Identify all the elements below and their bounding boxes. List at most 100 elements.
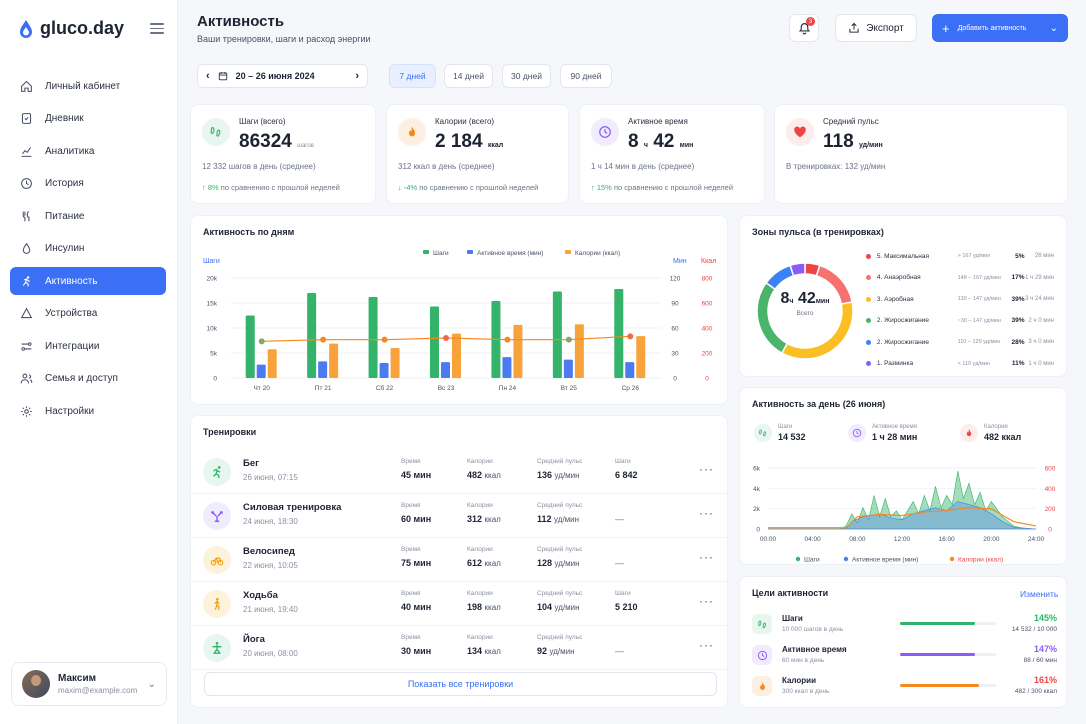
zone-row: 5. Максимальная > 167 уд/мин 5% 26 мин — [866, 246, 1054, 266]
x-tick: Ср 26 — [622, 385, 640, 392]
zone-name: 3. Аэробная — [876, 295, 914, 303]
more-icon[interactable]: ··· — [699, 462, 714, 476]
chevron-down-icon[interactable]: ⌄ — [1049, 22, 1058, 34]
goal-value: 482 / 300 ккал — [1014, 688, 1057, 695]
range-button[interactable]: 30 дней — [502, 64, 551, 88]
sidebar-item-10[interactable]: Настройки — [10, 397, 166, 425]
zone-name: 4. Анаэробная — [876, 274, 921, 281]
activity-icon — [22, 275, 31, 286]
bar-active-time — [563, 359, 573, 378]
x-tick: 08:00 — [849, 536, 866, 543]
bar-calories — [636, 336, 646, 378]
y-tick-mid: 30 — [671, 351, 679, 358]
time-value: 40 мин — [401, 602, 432, 612]
y-tick-left: 2k — [753, 506, 761, 513]
range-button[interactable]: 7 дней — [389, 64, 436, 88]
workout-row[interactable]: Велосипед 22 июня, 10:05 Время 75 мин Кал… — [191, 538, 727, 582]
sidebar-item-2[interactable]: Аналитика — [10, 137, 166, 165]
page-subtitle: Ваши тренировки, шаги и расход энергии — [197, 34, 371, 44]
sidebar-item-8[interactable]: Интеграции — [10, 332, 166, 360]
x-tick: Вс 23 — [438, 385, 455, 392]
page-title: Активность — [197, 13, 285, 30]
col-label: Время — [401, 590, 421, 597]
sidebar-item-1[interactable]: Дневник — [10, 105, 166, 133]
add-activity-button[interactable]: + Добавить активность ⌄ — [932, 14, 1068, 42]
goal-icon-wrap — [752, 645, 772, 665]
more-icon[interactable]: ··· — [699, 506, 714, 520]
sidebar-item-9[interactable]: Семья и доступ — [10, 365, 166, 393]
goal-progress-bar — [900, 684, 996, 687]
stat-label: Средний пульс — [823, 117, 879, 126]
zone-dot — [866, 275, 871, 280]
zone-dot — [866, 339, 871, 345]
more-icon[interactable]: ··· — [699, 638, 714, 652]
workout-row[interactable]: Бег 26 июня, 07:15 Время 45 мин Калории 48… — [191, 450, 727, 494]
show-all-workouts-button[interactable]: Показать все тренировки — [204, 672, 717, 696]
sidebar-item-label: Дневник — [45, 113, 84, 124]
workout-row[interactable]: Ходьба 21 июня, 19:40 Время 40 мин Калори… — [191, 582, 727, 626]
y-tick-left: 5k — [210, 351, 218, 358]
sidebar-item-7[interactable]: Устройства — [10, 300, 166, 328]
sidebar-item-0[interactable]: Личный кабинет — [10, 72, 166, 100]
legend-swatch — [565, 250, 571, 254]
workouts-title: Тренировки — [203, 427, 257, 437]
app-logo[interactable]: gluco.day — [18, 18, 124, 39]
chevron-down-icon[interactable]: ⌄ — [147, 678, 156, 690]
zone-pct: 39% — [1011, 295, 1025, 303]
y-tick-right: 400 — [1045, 486, 1056, 493]
y-tick-left: 4k — [753, 486, 761, 493]
legend-label: Калории (ккал) — [958, 557, 1003, 564]
goals-card: Цели активности Изменить Шаги 10 000 шаг… — [739, 576, 1067, 708]
sidebar-item-5[interactable]: Инсулин — [10, 235, 166, 263]
y-tick-left: 15k — [207, 301, 218, 308]
bar-active-time — [379, 363, 389, 378]
sidebar-item-4[interactable]: Питание — [10, 202, 166, 230]
goal-icon-wrap — [752, 614, 772, 634]
workout-row[interactable]: Силовая тренировка 24 июня, 18:30 Время 6… — [191, 494, 727, 538]
stat-trend-text: по сравнению с прошлой неделей — [613, 183, 734, 192]
sidebar-item-label: Настройки — [45, 405, 95, 417]
bar-calories — [329, 343, 339, 378]
sidebar-item-6[interactable]: Активность — [10, 267, 166, 295]
workout-icon-wrap — [203, 634, 231, 662]
day-stat-icon-wrap — [960, 424, 978, 442]
donut-center: 8ч 42мин Всего — [750, 290, 860, 317]
x-tick: Чт 20 — [254, 385, 271, 392]
time-value: 45 мин — [401, 470, 432, 480]
y-tick-right: 800 — [702, 276, 713, 283]
export-button[interactable]: Экспорт — [835, 14, 917, 42]
cal-unit: ккал — [484, 603, 501, 612]
menu-toggle-icon[interactable] — [150, 23, 164, 35]
workout-pulse: Средний пульс 136 уд/мин — [537, 458, 582, 480]
day-stat-label: Активное время — [872, 424, 917, 430]
sidebar-item-3[interactable]: История — [10, 170, 166, 198]
range-button[interactable]: 14 дней — [444, 64, 493, 88]
sidebar-item-label: История — [45, 178, 84, 189]
cal-value: 482 — [467, 470, 483, 480]
goal-value: 88 / 60 мин — [1023, 657, 1057, 664]
range-button[interactable]: 90 дней — [560, 64, 612, 88]
x-tick: Пт 21 — [315, 385, 332, 392]
chevron-left-icon[interactable]: ‹ — [206, 70, 210, 82]
more-icon[interactable]: ··· — [699, 550, 714, 564]
chevron-right-icon[interactable]: › — [355, 70, 359, 82]
col-label: Средний пульс — [537, 502, 583, 509]
date-range-picker[interactable]: ‹ 20 – 26 июня 2024 › — [197, 64, 368, 88]
workout-date: 24 июня, 18:30 — [243, 517, 298, 526]
clock-icon — [852, 428, 862, 438]
stat-card: Средний пульс 118 уд/мин В тренировках: … — [774, 104, 1068, 204]
notifications-button[interactable]: 3 — [789, 14, 819, 42]
zone-pct: 11% — [1011, 360, 1025, 367]
workout-row[interactable]: Йога 20 июня, 08:00 Время 30 мин Калории 1… — [191, 626, 727, 670]
more-icon[interactable]: ··· — [699, 594, 714, 608]
steps-value: — — [615, 514, 624, 524]
y-tick-left: 6k — [753, 466, 761, 473]
workout-calories: Калории 134 ккал — [467, 634, 501, 656]
stat-label: Калории (всего) — [435, 117, 495, 126]
zone-time: 26 мин — [1034, 253, 1054, 259]
user-card[interactable]: Максим maxim@example.com ⌄ — [11, 662, 167, 706]
workout-name: Ходьба — [243, 590, 278, 601]
edit-goals-link[interactable]: Изменить — [1020, 589, 1059, 599]
clock-icon — [757, 650, 767, 660]
stat-label: Активное время — [628, 117, 688, 126]
